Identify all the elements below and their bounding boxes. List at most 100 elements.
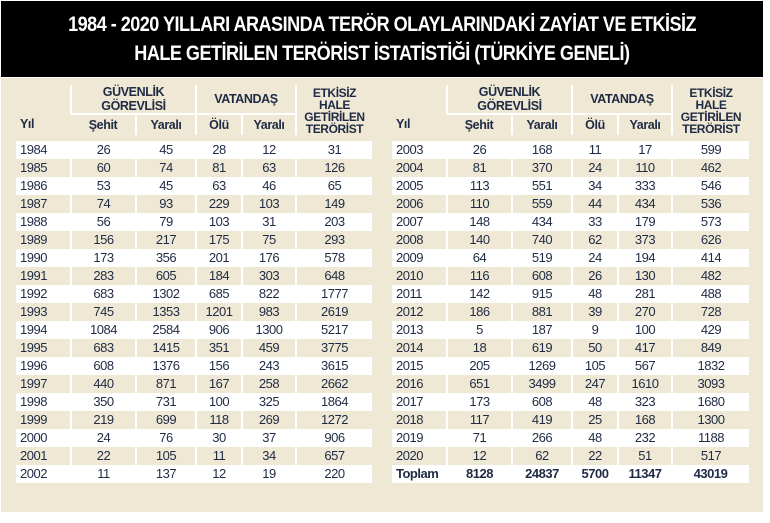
- cell-citizen-wounded: 243: [241, 357, 296, 375]
- cell-martyr: 1084: [70, 321, 136, 339]
- cell-citizen-wounded: 176: [241, 249, 296, 267]
- header-year: Yıl: [16, 85, 71, 135]
- cell-year: 2016: [392, 375, 447, 393]
- cell-year: 1987: [16, 195, 71, 213]
- header-citizen-wounded: Yaralı: [241, 114, 296, 135]
- cell-martyr: 71: [446, 429, 512, 447]
- header-martyr: Şehit: [71, 114, 136, 135]
- header-wounded: Yaralı: [511, 114, 572, 135]
- cell-neutralized: 536: [671, 195, 749, 213]
- cell-year: 2018: [392, 411, 447, 429]
- cell-neutralized: 1832: [671, 357, 749, 375]
- cell-wounded: 79: [135, 213, 196, 231]
- cell-year: 1992: [16, 285, 71, 303]
- cell-year: 2020: [392, 447, 447, 465]
- table-row: 1997 440 871 167 258 2662: [16, 375, 372, 393]
- cell-citizen-wounded: 270: [617, 303, 672, 321]
- cell-year: 1985: [16, 159, 71, 177]
- cell-neutralized: 3093: [671, 375, 749, 393]
- table-row: 1989 156 217 175 75 293: [16, 231, 372, 249]
- table-row: 2000 24 76 30 37 906: [16, 429, 372, 447]
- cell-wounded: 93: [135, 195, 196, 213]
- total-cell-year: Toplam: [392, 465, 447, 483]
- cell-neutralized: 657: [295, 447, 372, 465]
- cell-year: 1996: [16, 357, 71, 375]
- cell-martyr: 26: [446, 141, 512, 159]
- cell-dead: 12: [195, 465, 242, 483]
- cell-year: 1993: [16, 303, 71, 321]
- cell-citizen-wounded: 333: [617, 177, 672, 195]
- cell-neutralized: 429: [671, 321, 749, 339]
- cell-citizen-wounded: 281: [617, 285, 672, 303]
- cell-martyr: 140: [446, 231, 512, 249]
- cell-year: 1997: [16, 375, 71, 393]
- cell-martyr: 22: [70, 447, 136, 465]
- cell-martyr: 64: [446, 249, 512, 267]
- cell-wounded: 699: [135, 411, 196, 429]
- table-row: 1991 283 605 184 303 648: [16, 267, 372, 285]
- total-cell-wounded: 24837: [512, 465, 572, 483]
- cell-wounded: 3499: [511, 375, 572, 393]
- table-row: 1984 26 45 28 12 31: [16, 141, 372, 159]
- cell-martyr: 74: [70, 195, 136, 213]
- cell-dead: 24: [571, 159, 618, 177]
- cell-dead: 201: [195, 249, 242, 267]
- cell-neutralized: 517: [671, 447, 749, 465]
- cell-dead: 28: [195, 141, 242, 159]
- cell-year: 2017: [392, 393, 447, 411]
- table-row: 1999 219 699 118 269 1272: [16, 411, 372, 429]
- cell-wounded: 619: [511, 339, 572, 357]
- cell-wounded: 137: [135, 465, 196, 483]
- cell-dead: 105: [571, 357, 618, 375]
- cell-wounded: 915: [511, 285, 572, 303]
- cell-dead: 103: [195, 213, 242, 231]
- cell-neutralized: 849: [671, 339, 749, 357]
- cell-wounded: 74: [135, 159, 196, 177]
- cell-citizen-wounded: 75: [241, 231, 296, 249]
- cell-neutralized: 1188: [671, 429, 749, 447]
- table-row: 1998 350 731 100 325 1864: [16, 393, 372, 411]
- cell-dead: 247: [571, 375, 618, 393]
- cell-citizen-wounded: 179: [617, 213, 672, 231]
- cell-dead: 184: [195, 267, 242, 285]
- cell-dead: 351: [195, 339, 242, 357]
- cell-year: 2012: [392, 303, 447, 321]
- cell-dead: 50: [571, 339, 618, 357]
- cell-martyr: 440: [70, 375, 136, 393]
- header-citizen: VATANDAŞ: [195, 85, 296, 115]
- cell-wounded: 551: [511, 177, 572, 195]
- cell-citizen-wounded: 63: [241, 159, 296, 177]
- cell-wounded: 76: [135, 429, 196, 447]
- cell-neutralized: 906: [295, 429, 372, 447]
- cell-neutralized: 1864: [295, 393, 372, 411]
- cell-neutralized: 1272: [295, 411, 372, 429]
- cell-year: 1989: [16, 231, 71, 249]
- table-row: 2020 12 62 22 51 517: [392, 447, 749, 465]
- cell-wounded: 1376: [135, 357, 196, 375]
- table-row: 2019 71 266 48 232 1188: [392, 429, 749, 447]
- cell-dead: 81: [195, 159, 242, 177]
- cell-dead: 118: [195, 411, 242, 429]
- cell-martyr: 651: [446, 375, 512, 393]
- cell-neutralized: 220: [295, 465, 372, 483]
- cell-citizen-wounded: 19: [241, 465, 296, 483]
- cell-neutralized: 126: [295, 159, 372, 177]
- cell-year: 2004: [392, 159, 447, 177]
- cell-wounded: 45: [135, 177, 196, 195]
- header-martyr: Şehit: [447, 114, 512, 135]
- cell-martyr: 142: [446, 285, 512, 303]
- cell-citizen-wounded: 1300: [241, 321, 296, 339]
- cell-citizen-wounded: 232: [617, 429, 672, 447]
- cell-dead: 24: [571, 249, 618, 267]
- cell-dead: 25: [571, 411, 618, 429]
- cell-citizen-wounded: 459: [241, 339, 296, 357]
- header-neutralized-terrorist: ETKİSİZ HALE GETİRİLEN TERÖRİST: [671, 85, 749, 135]
- cell-citizen-wounded: 258: [241, 375, 296, 393]
- cell-neutralized: 626: [671, 231, 749, 249]
- table-row: 1996 608 1376 156 243 3615: [16, 357, 372, 375]
- cell-year: 2011: [392, 285, 447, 303]
- cell-martyr: 173: [446, 393, 512, 411]
- cell-citizen-wounded: 12: [241, 141, 296, 159]
- cell-citizen-wounded: 269: [241, 411, 296, 429]
- total-cell-dead: 5700: [572, 465, 618, 483]
